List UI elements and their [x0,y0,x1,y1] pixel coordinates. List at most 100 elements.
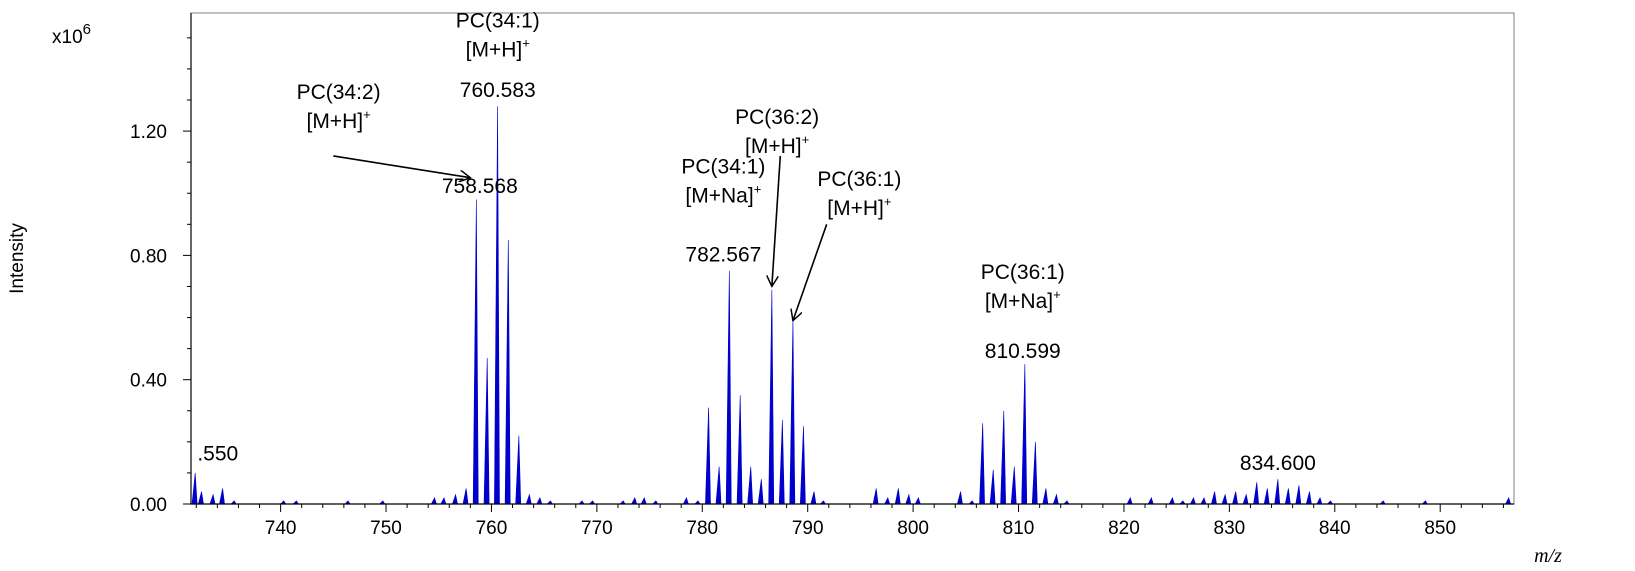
spectrum-peak [885,498,890,504]
spectrum-peak [210,495,215,504]
superscript-charge: + [1053,287,1061,302]
spectrum-peak [1254,482,1259,504]
peak-annotation-text: [M+Na]+ [685,182,761,208]
spectrum-peak [431,498,436,504]
x-tick-label: 800 [897,518,929,539]
spectrum-peak [1001,411,1006,504]
peak-annotation-text: PC(36:1) [817,168,901,191]
peak-annotation-text: PC(36:2) [735,106,819,129]
x-axis-label: m/z [1534,545,1562,567]
spectrum-peak [769,290,774,504]
spectrum-peak [748,467,753,504]
spectrum-peak [790,321,795,504]
peak-annotation-text: PC(34:1) [681,156,765,179]
peak-annotations: .550PC(34:2)[M+H]+758.568PC(34:1)[M+H]+7… [197,10,1315,475]
peak-annotation-text: [M+H]+ [306,107,370,133]
peak-annotation-text: PC(34:2) [297,81,381,104]
spectrum-peak [1043,488,1048,504]
spectrum-peak [473,199,478,504]
x-tick-label: 820 [1108,518,1140,539]
spectrum-peak [537,498,542,504]
spectrum-peak [192,473,197,504]
x-tick-label: 770 [581,518,613,539]
spectrum-peak [979,423,984,504]
y-axis-multiplier: x106 [52,21,91,48]
peak-annotation-text: [M+H]+ [466,36,530,62]
spectrum-peak [441,498,446,504]
peak-annotation-text: 810.599 [985,340,1061,363]
spectrum-peak [1296,485,1301,504]
spectrum-peak [957,492,962,504]
superscript-charge: + [754,182,762,197]
superscript-charge: + [363,107,371,122]
spectrum-peak [1127,498,1132,504]
spectrum-peak [1190,498,1195,504]
superscript-charge: + [522,36,530,51]
x-tick-label: 780 [686,518,718,539]
spectrum-peak [726,271,731,504]
spectrum-peak [1317,498,1322,504]
x-tick-label: 840 [1319,518,1351,539]
spectrum-peak [1264,488,1269,504]
spectrum-peak [779,420,784,504]
plot-frame [191,13,1514,504]
peak-annotation-text: PC(34:1) [456,10,540,33]
superscript-charge: + [884,194,892,209]
spectrum-peak [505,240,510,504]
x-tick-label: 830 [1214,518,1246,539]
y-tick-label: 0.40 [130,371,167,392]
spectrum-peak [641,498,646,504]
x-tick-label: 740 [265,518,297,539]
spectrum-peak [1211,492,1216,504]
spectrum-peak [1053,495,1058,504]
x-tick-label: 850 [1424,518,1456,539]
spectrum-peak [1022,364,1027,504]
spectrum-peaks [192,106,1511,504]
x-tick-label: 760 [476,518,508,539]
peak-annotation-text: .550 [197,442,238,465]
spectrum-peak [811,492,816,504]
spectrum-peak [895,488,900,504]
spectrum-peak [219,488,224,504]
spectrum-peak [990,470,995,504]
y-tick-label: 0.00 [130,495,167,516]
spectrum-peak [1243,495,1248,504]
spectrum-peak [463,488,468,504]
spectrum-peak [705,408,710,504]
spectrum-peak [1032,442,1037,504]
x-tick-label: 790 [792,518,824,539]
spectrum-peak [800,426,805,504]
spectrum-peak [1169,498,1174,504]
peak-annotation-text: [M+Na]+ [985,287,1061,313]
spectrum-peak [1222,495,1227,504]
spectrum-peak [716,467,721,504]
superscript-charge: + [802,132,810,147]
peak-annotation-text: 758.568 [442,175,518,198]
y-tick-label: 1.20 [130,122,167,143]
spectrum-peak [683,498,688,504]
peak-annotation-text: [M+H]+ [745,132,809,158]
spectrum-peak [1285,488,1290,504]
spectrum-peak [484,358,489,504]
peak-annotation-text: PC(36:1) [981,261,1065,284]
y-tick-label: 0.80 [130,246,167,267]
annotation-arrow [793,224,827,320]
spectrum-peak [1148,498,1153,504]
peak-annotation-text: 834.600 [1240,452,1316,475]
spectrum-peak [452,495,457,504]
peak-annotation-text: 760.583 [460,79,536,102]
spectrum-peak [516,436,521,504]
spectrum-peak [1201,498,1206,504]
peak-annotation-text: 782.567 [685,244,761,267]
spectrum-peak [758,479,763,504]
spectrum-peak [737,395,742,504]
spectrum-peak [873,488,878,504]
spectrum-peak [1506,498,1511,504]
spectrum-peak [632,498,637,504]
spectrum-peak [198,492,203,504]
spectrum-peak [494,106,499,504]
spectrum-peak [1232,492,1237,504]
spectrum-peak [906,495,911,504]
spectrum-peak [1275,479,1280,504]
